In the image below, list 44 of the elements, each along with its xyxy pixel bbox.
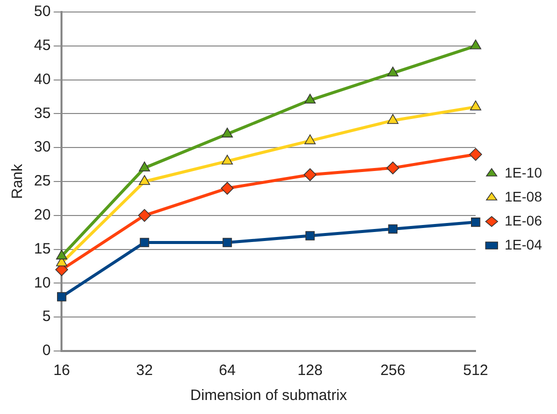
- point: [386, 162, 400, 174]
- point: [220, 182, 234, 195]
- x-tick-label: 256: [380, 362, 406, 380]
- point: [222, 238, 232, 248]
- point: [470, 100, 482, 110]
- point: [222, 154, 233, 165]
- y-tick-label: 25: [34, 172, 51, 190]
- point: [304, 168, 316, 182]
- y-tick-label: 5: [42, 308, 51, 326]
- point: [304, 94, 316, 104]
- point: [387, 66, 398, 76]
- legend-label: 1E-04: [504, 236, 542, 252]
- legend-label: 1E-10: [504, 164, 542, 180]
- y-tick-label: 20: [34, 206, 51, 224]
- point: [469, 148, 482, 161]
- legend-label: 1E-08: [504, 188, 542, 204]
- point: [138, 175, 150, 185]
- point: [470, 40, 482, 50]
- point: [388, 224, 398, 234]
- point: [304, 134, 316, 144]
- point: [57, 292, 66, 302]
- point: [471, 218, 480, 227]
- y-tick-label: 45: [34, 37, 51, 54]
- x-tick-label: 128: [298, 362, 323, 380]
- y-tick-label: 0: [42, 342, 51, 360]
- point: [138, 162, 150, 172]
- point: [387, 114, 398, 124]
- x-tick-label: 16: [53, 362, 70, 380]
- point: [140, 238, 150, 248]
- x-axis-title: Dimension of submatrix: [190, 387, 348, 404]
- x-tick-label: 64: [218, 362, 236, 380]
- y-tick-label: 10: [34, 274, 51, 292]
- y-tick-label: 15: [34, 240, 51, 258]
- y-tick-label: 30: [34, 138, 51, 156]
- point: [138, 209, 151, 222]
- point: [305, 231, 315, 240]
- y-tick-label: 40: [34, 70, 51, 88]
- point: [222, 128, 233, 138]
- y-tick-label: 35: [34, 104, 51, 122]
- y-tick-label: 50: [34, 3, 51, 20]
- x-tick-label: 512: [463, 362, 488, 380]
- y-axis-title: Rank: [9, 164, 26, 200]
- x-tick-label: 32: [136, 362, 153, 380]
- legend-label: 1E-06: [504, 212, 542, 228]
